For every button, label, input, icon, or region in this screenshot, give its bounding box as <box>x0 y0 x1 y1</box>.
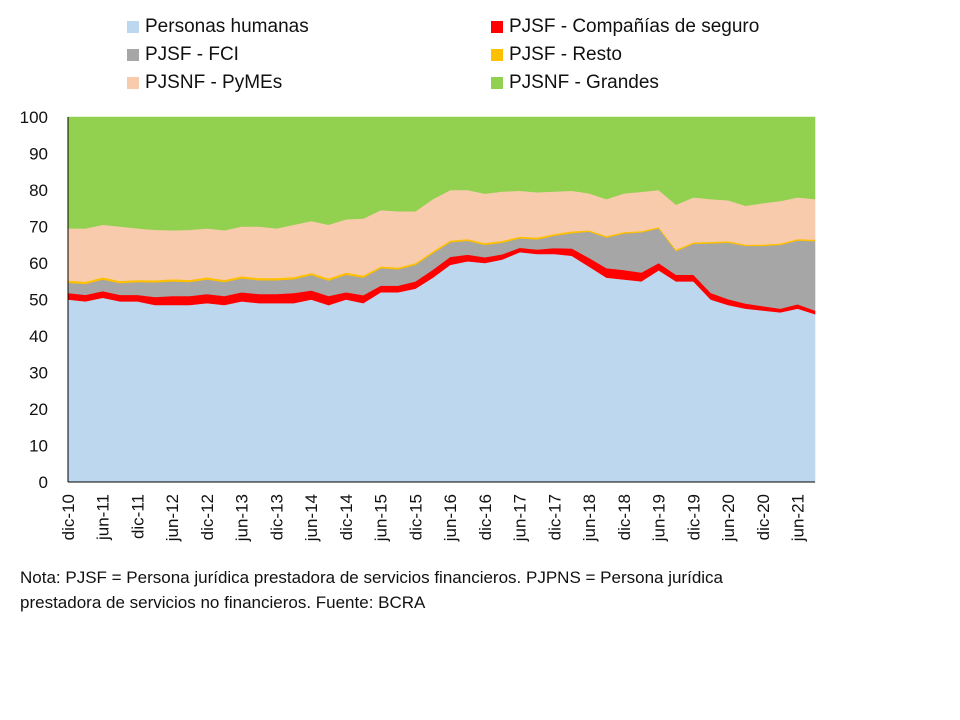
y-tick-label: 90 <box>29 145 48 164</box>
footnote: Nota: PJSF = Persona jurídica prestadora… <box>20 568 724 612</box>
y-tick-label: 100 <box>20 108 48 127</box>
chart-areas <box>67 116 816 483</box>
x-tick-label: dic-14 <box>337 494 356 540</box>
y-tick-label: 30 <box>29 364 48 383</box>
x-tick-label: jun-17 <box>511 494 530 542</box>
x-tick-label: jun-12 <box>163 494 182 542</box>
legend-swatch-resto <box>491 49 503 61</box>
legend-label-personas-humanas: Personas humanas <box>145 16 309 37</box>
legend-label-grandes: PJSNF - Grandes <box>509 72 659 93</box>
area-series-5 <box>67 116 816 231</box>
x-tick-label: jun-21 <box>789 494 808 542</box>
x-tick-label: jun-11 <box>94 494 113 541</box>
legend-item-resto: PJSF - Resto <box>491 44 622 66</box>
x-tick-label: dic-17 <box>545 494 564 540</box>
x-tick-label: dic-18 <box>615 494 634 540</box>
y-tick-label: 20 <box>29 400 48 419</box>
chart-axes: 0 10 20 30 40 50 60 70 80 90 100 dic-10 jun-11 dic-11… <box>20 108 815 542</box>
x-tick-label: dic-10 <box>59 494 78 540</box>
legend-item-fci: PJSF - FCI <box>127 44 239 66</box>
y-tick-label: 60 <box>29 254 48 273</box>
x-tick-label: dic-13 <box>268 494 287 540</box>
legend-label-companias-de-seguro: PJSF - Compañías de seguro <box>509 16 760 37</box>
y-tick-label: 50 <box>29 291 48 310</box>
legend-label-pymes: PJSNF - PyMEs <box>145 72 283 93</box>
y-tick-label: 70 <box>29 218 48 237</box>
x-tick-label: jun-20 <box>719 494 738 542</box>
legend-label-fci: PJSF - FCI <box>145 44 239 65</box>
y-tick-label: 40 <box>29 327 48 346</box>
legend-swatch-pymes <box>127 77 139 89</box>
legend-label-resto: PJSF - Resto <box>509 44 622 65</box>
x-tick-label: dic-20 <box>754 494 773 540</box>
legend-swatch-grandes <box>491 77 503 89</box>
legend-item-grandes: PJSNF - Grandes <box>491 72 659 94</box>
x-tick-label: dic-15 <box>406 494 425 540</box>
x-tick-label: jun-18 <box>580 494 599 542</box>
y-tick-label: 0 <box>39 473 48 492</box>
y-tick-label: 10 <box>29 437 48 456</box>
legend-item-companias-de-seguro: PJSF - Compañías de seguro <box>491 16 759 38</box>
x-tick-label: dic-11 <box>129 494 148 539</box>
x-tick-label: dic-12 <box>198 494 217 540</box>
x-tick-label: dic-16 <box>476 494 495 540</box>
x-tick-label: jun-19 <box>650 494 669 542</box>
x-tick-label: jun-15 <box>372 494 391 542</box>
y-tick-label: 80 <box>29 181 48 200</box>
stacked-area-chart: 0 10 20 30 40 50 60 70 80 90 100 dic-10 jun-11 dic-11… <box>20 108 816 542</box>
legend-swatch-fci <box>127 49 139 61</box>
legend-item-pymes: PJSNF - PyMEs <box>127 72 282 94</box>
legend-item-personas-humanas: Personas humanas <box>127 16 309 38</box>
legend-swatch-personas-humanas <box>127 21 139 33</box>
legend-swatch-companias-de-seguro <box>491 21 503 33</box>
x-tick-label: dic-19 <box>684 494 703 540</box>
x-tick-label: jun-14 <box>302 494 321 542</box>
x-tick-label: jun-16 <box>441 494 460 542</box>
x-tick-label: jun-13 <box>233 494 252 542</box>
